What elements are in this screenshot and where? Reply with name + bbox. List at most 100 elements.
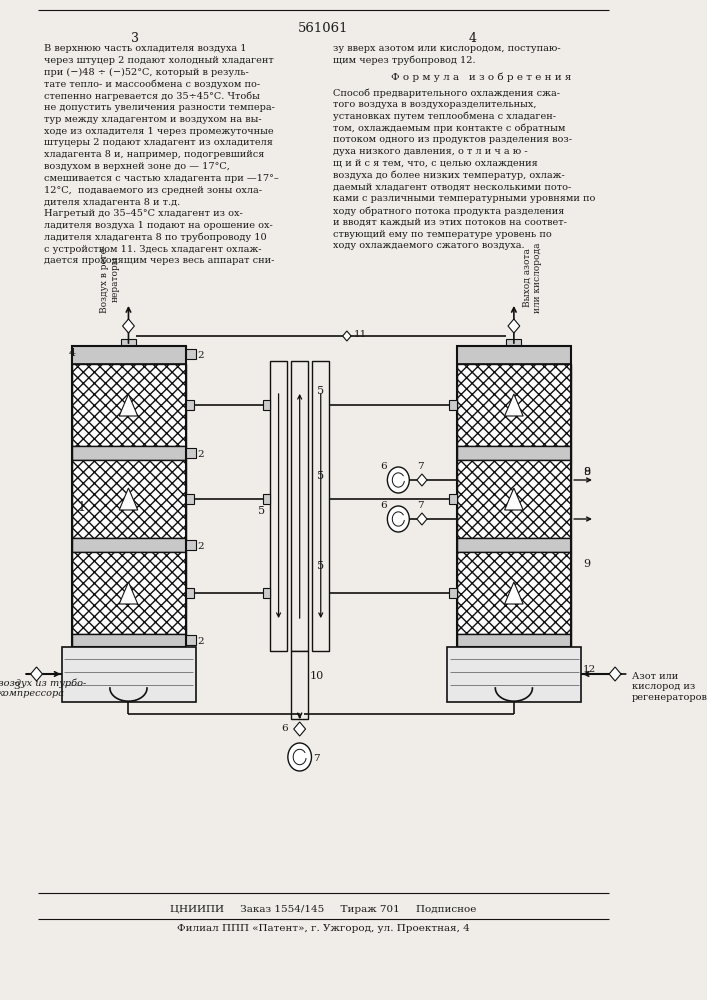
Text: ствующий ему по температуре уровень по: ствующий ему по температуре уровень по (334, 230, 552, 239)
Bar (186, 349, 196, 359)
Bar (72, 364, 186, 446)
Bar (62, 647, 196, 702)
Bar (312, 361, 329, 651)
Text: потоком одного из продуктов разделения воз-: потоком одного из продуктов разделения в… (334, 135, 573, 144)
Text: смешивается с частью хладагента при —17°–: смешивается с частью хладагента при —17°… (44, 174, 279, 183)
Text: дителя хладагента 8 и т.д.: дителя хладагента 8 и т.д. (44, 197, 180, 206)
Text: 12°С,  подаваемого из средней зоны охла-: 12°С, подаваемого из средней зоны охла- (44, 186, 262, 195)
Text: хладагента 8 и, например, подогревшийся: хладагента 8 и, например, подогревшийся (44, 150, 264, 159)
Bar (121, 339, 136, 353)
Text: тате тепло- и массообмена с воздухом по-: тате тепло- и массообмена с воздухом по- (44, 79, 260, 89)
Bar (264, 400, 270, 410)
Bar (457, 538, 571, 552)
Text: щим через трубопровод 12.: щим через трубопровод 12. (334, 56, 476, 65)
Text: Филиал ППП «Патент», г. Ужгород, ул. Проектная, 4: Филиал ППП «Патент», г. Ужгород, ул. Про… (177, 924, 469, 933)
Polygon shape (505, 488, 523, 510)
Bar (449, 400, 457, 410)
Text: 3: 3 (132, 32, 139, 45)
Bar (72, 460, 186, 538)
Circle shape (387, 506, 409, 532)
Text: того воздуха в воздухоразделительных,: того воздуха в воздухоразделительных, (334, 100, 537, 109)
Text: 6: 6 (380, 501, 387, 510)
Text: 12: 12 (583, 665, 596, 674)
Bar (186, 540, 196, 550)
Bar (449, 588, 457, 598)
Bar (291, 651, 308, 719)
Bar (449, 494, 457, 504)
Text: Способ предварительного охлаждения сжа-: Способ предварительного охлаждения сжа- (334, 88, 561, 98)
Text: 9: 9 (583, 467, 590, 477)
Text: не допустить увеличения разности темпера-: не допустить увеличения разности темпера… (44, 103, 275, 112)
Text: 5: 5 (258, 506, 265, 516)
Text: установках путем теплообмена с хладаген-: установках путем теплообмена с хладаген- (334, 112, 556, 121)
Text: 5: 5 (317, 471, 324, 481)
Bar (72, 538, 186, 552)
Text: 2: 2 (198, 542, 204, 551)
Polygon shape (119, 394, 138, 416)
Polygon shape (505, 394, 523, 416)
Bar (457, 446, 571, 460)
Text: 7: 7 (313, 754, 320, 763)
Bar (264, 588, 270, 598)
Text: воздуха до более низких температур, охлаж-: воздуха до более низких температур, охла… (334, 171, 565, 180)
Text: 2: 2 (198, 351, 204, 360)
Bar (186, 448, 196, 458)
Polygon shape (294, 722, 305, 736)
Bar (270, 361, 287, 651)
Bar (186, 400, 194, 410)
Bar (457, 346, 571, 647)
Text: 2: 2 (198, 450, 204, 459)
Text: Азот или
кислород из
регенераторов: Азот или кислород из регенераторов (632, 672, 707, 702)
Text: том, охлаждаемым при контакте с обратным: том, охлаждаемым при контакте с обратным (334, 123, 566, 133)
Text: ладителя воздуха 1 подают на орошение ох-: ладителя воздуха 1 подают на орошение ох… (44, 221, 273, 230)
Bar (186, 635, 196, 645)
Text: тур между хладагентом и воздухом на вы-: тур между хладагентом и воздухом на вы- (44, 115, 262, 124)
Bar (291, 361, 308, 651)
Polygon shape (343, 331, 351, 341)
Text: ками с различными температурными уровнями по: ками с различными температурными уровням… (334, 194, 596, 203)
Circle shape (387, 467, 409, 493)
Bar (186, 588, 194, 598)
Text: 5: 5 (317, 561, 324, 571)
Text: даемый хладагент отводят несколькими пото-: даемый хладагент отводят несколькими пот… (334, 182, 572, 191)
Text: Выход азота
или кислорода: Выход азота или кислорода (522, 242, 542, 313)
Polygon shape (508, 319, 520, 333)
Polygon shape (119, 488, 138, 510)
Text: ходу охлаждаемого сжатого воздуха.: ходу охлаждаемого сжатого воздуха. (334, 241, 525, 250)
Text: 8: 8 (583, 467, 590, 477)
Bar (186, 494, 194, 504)
Text: Ф о р м у л а   и з о б р е т е н и я: Ф о р м у л а и з о б р е т е н и я (391, 72, 571, 82)
Text: Нагретый до 35–45°С хладагент из ох-: Нагретый до 35–45°С хладагент из ох- (44, 209, 243, 218)
Text: 7: 7 (417, 501, 423, 510)
Text: воздухом в верхней зоне до — 17°С,: воздухом в верхней зоне до — 17°С, (44, 162, 230, 171)
Text: 10: 10 (310, 671, 324, 681)
Text: В верхнюю часть охладителя воздуха 1: В верхнюю часть охладителя воздуха 1 (44, 44, 247, 53)
Text: ходу обратного потока продукта разделения: ходу обратного потока продукта разделени… (334, 206, 565, 216)
Text: с устройством 11. Здесь хладагент охлаж-: с устройством 11. Здесь хладагент охлаж- (44, 245, 262, 254)
Bar (72, 552, 186, 634)
Text: через штуцер 2 подают холодный хладагент: через штуцер 2 подают холодный хладагент (44, 56, 274, 65)
Text: 6: 6 (380, 462, 387, 471)
Bar (72, 346, 186, 647)
Text: 4: 4 (469, 32, 477, 45)
Bar (457, 460, 571, 538)
Text: и вводят каждый из этих потоков на соответ-: и вводят каждый из этих потоков на соотв… (334, 218, 567, 227)
Text: 7: 7 (417, 462, 423, 471)
Bar (448, 647, 581, 702)
Bar (457, 634, 571, 647)
Text: степенно нагревается до 35÷45°С. Чтобы: степенно нагревается до 35÷45°С. Чтобы (44, 91, 260, 101)
Text: ладителя хладагента 8 по трубопроводу 10: ладителя хладагента 8 по трубопроводу 10 (44, 233, 267, 242)
Bar (72, 446, 186, 460)
Text: Воздух в реге-
нераторы: Воздух в реге- нераторы (100, 245, 119, 313)
Bar (457, 364, 571, 446)
Bar (72, 634, 186, 647)
Text: ЦНИИПИ     Заказ 1554/145     Тираж 701     Подписное: ЦНИИПИ Заказ 1554/145 Тираж 701 Подписно… (170, 905, 477, 914)
Polygon shape (417, 474, 427, 486)
Polygon shape (119, 582, 138, 604)
Text: зу вверх азотом или кислородом, поступаю-: зу вверх азотом или кислородом, поступаю… (334, 44, 561, 53)
Text: воздух из турбо-
компрессора: воздух из турбо- компрессора (0, 678, 86, 698)
Text: щ и й с я тем, что, с целью охлаждения: щ и й с я тем, что, с целью охлаждения (334, 159, 538, 168)
Text: 561061: 561061 (298, 22, 349, 35)
Text: 6: 6 (281, 724, 288, 733)
Text: штуцеры 2 подают хладагент из охладителя: штуцеры 2 подают хладагент из охладителя (44, 138, 273, 147)
